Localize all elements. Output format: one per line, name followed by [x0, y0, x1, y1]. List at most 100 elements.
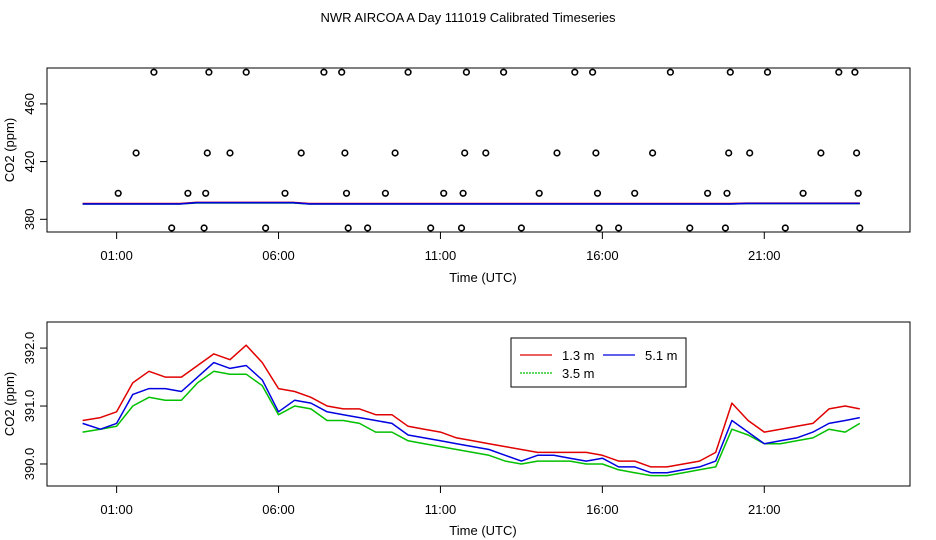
calibration-point: [202, 189, 210, 197]
bottom-x-tick-label: 01:00: [100, 502, 133, 517]
top-x-axis: 01:00 06:00 11:00 16:00 21:00: [100, 232, 781, 263]
calibration-point: [851, 68, 859, 76]
calibration-point: [150, 68, 158, 76]
top-x-axis-label: Time (UTC): [449, 270, 516, 285]
calibration-point: [517, 224, 526, 232]
top-lines-group: [82, 201, 860, 205]
top-plot-frame: [46, 67, 911, 233]
calibration-point: [168, 224, 176, 232]
calibration-point: [854, 189, 862, 197]
calibration-point: [686, 224, 694, 232]
calibration-point: [242, 68, 250, 76]
calibration-point: [391, 149, 399, 157]
legend: 1.3 m 5.1 m 3.5 m: [510, 337, 687, 388]
calibration-point: [338, 68, 346, 76]
bottom-x-tick-label: 21:00: [748, 502, 781, 517]
calibration-point: [648, 149, 657, 157]
bottom-x-tick-label: 11:00: [425, 502, 457, 517]
calibration-point: [344, 224, 352, 232]
legend-box: [510, 337, 687, 388]
calibration-point: [721, 224, 730, 232]
calibration-point: [571, 68, 579, 76]
calibration-point: [200, 224, 208, 232]
calibration-point: [459, 189, 467, 197]
series-line-3-5-m: [82, 370, 861, 477]
calibration-point: [666, 68, 675, 76]
calibration-point: [341, 149, 349, 157]
calibration-point: [631, 189, 639, 197]
calibration-point: [595, 224, 603, 232]
calibration-point: [553, 149, 561, 157]
bottom-y-axis: 390.0 391.0 392.0: [22, 332, 47, 480]
top-x-tick-label: 16:00: [586, 248, 619, 263]
calibration-point: [852, 149, 861, 157]
calibration-point: [226, 149, 234, 157]
bottom-y-tick-label: 392.0: [22, 332, 37, 365]
calibration-point: [461, 149, 469, 157]
calibration-point: [763, 68, 772, 76]
legend-label-5-1m: 5.1 m: [645, 348, 678, 363]
calibration-point: [114, 189, 122, 197]
legend-label-3-5m: 3.5 m: [562, 366, 595, 381]
calibration-point: [203, 149, 211, 157]
bottom-plot-frame: [46, 321, 911, 487]
bottom-y-axis-label: CO2 (ppm): [2, 372, 17, 436]
top-y-axis: 380 420 460: [22, 93, 47, 230]
bottom-y-tick-label: 390.0: [22, 448, 37, 481]
legend-label-1-3m: 1.3 m: [562, 348, 595, 363]
calibration-point: [297, 149, 305, 157]
calibration-point: [381, 189, 390, 197]
calibration-point: [856, 224, 864, 232]
top-x-tick-label: 11:00: [425, 248, 457, 263]
bottom-lines-group: [82, 344, 861, 477]
top-y-axis-label: CO2 (ppm): [2, 118, 17, 182]
bottom-x-axis: 01:00 06:00 11:00 16:00 21:00: [100, 486, 781, 517]
calibration-point: [482, 149, 490, 157]
top-series-line: [82, 201, 860, 205]
calibration-point: [404, 68, 412, 76]
calibration-point: [799, 189, 807, 197]
calibration-point: [205, 68, 213, 76]
calibration-point: [835, 68, 843, 76]
calibration-point: [184, 189, 192, 197]
top-points-group: [114, 68, 864, 232]
top-y-tick-label: 420: [22, 151, 37, 173]
chart-title: NWR AIRCOA A Day 111019 Calibrated Times…: [320, 10, 616, 25]
calibration-point: [593, 189, 602, 197]
top-x-tick-label: 01:00: [100, 248, 133, 263]
calibration-point: [132, 149, 140, 157]
calibration-point: [781, 224, 789, 232]
calibration-point: [746, 149, 754, 157]
calibration-point: [614, 224, 623, 232]
calibration-point: [588, 68, 597, 76]
top-panel: 01:00 06:00 11:00 16:00 21:00 380 420 460 Time…: [2, 67, 911, 285]
calibration-point: [726, 68, 734, 76]
calibration-point: [723, 189, 731, 197]
series-line-5-1-m: [82, 361, 860, 474]
calibration-point: [281, 189, 289, 197]
bottom-x-tick-label: 06:00: [262, 502, 295, 517]
top-y-tick-label: 380: [22, 208, 37, 230]
top-x-tick-label: 06:00: [262, 248, 295, 263]
bottom-panel: 01:00 06:00 11:00 16:00 21:00 390.0 391.0 392.…: [2, 321, 911, 538]
bottom-y-tick-label: 391.0: [22, 390, 37, 423]
top-x-tick-label: 21:00: [748, 248, 781, 263]
series-line-1-3-m: [82, 344, 860, 468]
calibration-point: [320, 68, 328, 76]
calibration-point: [535, 189, 543, 197]
bottom-x-axis-label: Time (UTC): [449, 523, 516, 538]
calibration-point: [342, 189, 351, 197]
calibration-point: [817, 149, 825, 157]
bottom-x-tick-label: 16:00: [586, 502, 619, 517]
calibration-point: [462, 68, 471, 76]
calibration-point: [364, 224, 372, 232]
calibration-point: [500, 68, 508, 76]
calibration-point: [262, 224, 270, 232]
calibration-point: [440, 189, 448, 197]
calibration-point: [725, 149, 733, 157]
calibration-point: [427, 224, 435, 232]
top-y-tick-label: 460: [22, 93, 37, 115]
calibration-point: [592, 149, 600, 157]
calibration-point: [457, 224, 466, 232]
